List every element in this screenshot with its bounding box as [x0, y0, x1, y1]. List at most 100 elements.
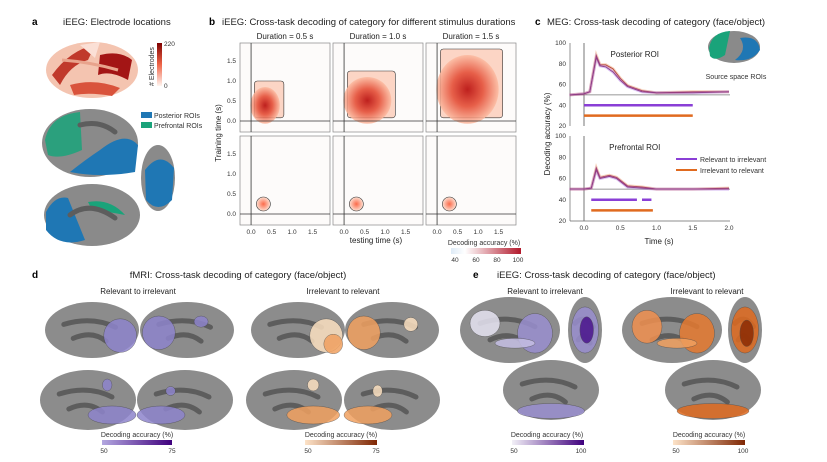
matrix-frame — [332, 135, 424, 226]
colorbar-min: 50 — [100, 448, 108, 455]
ieeg-irr-rel-medial — [665, 360, 761, 420]
activation-patch — [372, 384, 383, 398]
activation-patch — [347, 315, 381, 350]
electrode-colorbar — [157, 43, 162, 86]
ieeg-irr-rel-lateral — [622, 297, 722, 363]
y-tick-label: 1.5 — [227, 58, 236, 65]
fmri-left-colorbar — [102, 440, 172, 445]
colorbar-max: 100 — [576, 448, 587, 455]
colorbar-min: 50 — [510, 448, 518, 455]
decoding-heat — [436, 55, 499, 124]
x-tick-label: 0.0 — [433, 229, 442, 236]
y-tick-label: 80 — [559, 154, 567, 161]
panel-label-a: a — [32, 17, 38, 28]
temporal-generalization-matrices: 0.0 0.5 1.0 1.5 0.0 0.5 1.0 1.5 0.0 0.5 1.0 1.5 0.0 0… — [227, 42, 517, 236]
sulcus — [276, 332, 315, 344]
x-tick-label: 1.5 — [494, 229, 503, 236]
panel-a: a iEEG: Electrode locations 220 0 # Elec… — [32, 17, 203, 246]
fmri-left-title: Relevant to irrelevant — [100, 287, 176, 296]
panel-d: d fMRI: Cross-task decoding of category … — [32, 270, 440, 455]
ieeg-left-colorbar-label: Decoding accuracy (%) — [511, 432, 583, 439]
roi-brain-lateral — [42, 109, 138, 177]
x-tick-label: 1.5 — [308, 229, 317, 236]
fmri-left-colorbar-label: Decoding accuracy (%) — [101, 432, 173, 439]
electrode-density-brain — [46, 42, 138, 98]
activation-patch — [739, 319, 754, 347]
ieeg-rel-irr-lateral — [460, 297, 560, 363]
legend-posterior: Posterior ROIs — [154, 113, 200, 120]
cortex-surface — [503, 360, 599, 420]
series-line — [569, 168, 729, 190]
y-tick-label: 80 — [559, 61, 567, 68]
ieeg-rel-irr-medial — [503, 360, 599, 420]
y-tick-label: 60 — [559, 82, 567, 89]
heatmap-colorbar — [451, 248, 521, 254]
y-tick-label: 1.0 — [227, 171, 236, 178]
sulcus — [153, 387, 212, 400]
roi-brain-posterior — [141, 145, 175, 211]
significant-cluster — [256, 196, 271, 212]
fmri-irr-rel-right-lateral — [345, 302, 439, 358]
panel-label-c: c — [535, 17, 541, 28]
x-tick-label: 1.0 — [288, 229, 297, 236]
colorbar-min: 0 — [164, 83, 168, 90]
activation-patch — [193, 315, 209, 328]
y-tick-label: 40 — [559, 102, 567, 109]
y-tick-label: 0.5 — [227, 98, 236, 105]
y-tick-label: 0.5 — [227, 191, 236, 198]
activation-patch — [676, 403, 750, 419]
x-tick-label: 1.0 — [381, 229, 390, 236]
colorbar-max: 100 — [738, 448, 749, 455]
roi-brain-medial — [44, 184, 140, 246]
ieeg-irr-rel-posterior — [728, 297, 762, 363]
y-tick-label: 20 — [559, 218, 567, 225]
sulcus — [681, 377, 740, 390]
x-tick-label: 0.0 — [247, 229, 256, 236]
sulcus — [56, 387, 115, 400]
fmri-right-title: Irrelevant to relevant — [307, 287, 381, 296]
sulcus — [70, 332, 109, 344]
activation-patch — [517, 403, 585, 419]
panel-e-title: iEEG: Cross-task decoding of category (f… — [497, 270, 716, 281]
colorbar-min: 50 — [304, 448, 312, 455]
y-axis-label: Training time (s) — [214, 104, 223, 162]
x-axis-label: testing time (s) — [350, 236, 403, 245]
panel-label-e: e — [473, 270, 479, 281]
y-tick-label: 1.0 — [227, 78, 236, 85]
meg-x-axis-label: Time (s) — [644, 237, 673, 246]
meg-y-axis-label: Decoding accuracy (%) — [543, 92, 552, 175]
duration-label-1.0: Duration = 1.0 s — [350, 32, 407, 41]
colorbar-tick: 60 — [472, 257, 480, 264]
panel-d-title: fMRI: Cross-task decoding of category (f… — [130, 270, 346, 281]
decoding-heat — [250, 87, 280, 124]
colorbar-max: 220 — [164, 41, 175, 48]
fmri-rel-irr-right-lateral — [140, 302, 234, 358]
matrix-frame — [239, 42, 331, 133]
series-line — [569, 56, 730, 96]
roi-title: Posterior ROI — [611, 50, 659, 59]
panel-b: b iEEG: Cross-task decoding of category … — [209, 17, 524, 264]
y-tick-label: 20 — [559, 123, 567, 130]
ieeg-left-colorbar — [512, 440, 584, 445]
y-tick-label: 0.0 — [227, 118, 236, 125]
fmri-rel-irr-left-lateral — [45, 302, 139, 358]
fmri-brain-maps — [40, 302, 440, 430]
source-space-label: Source space ROIs — [706, 74, 767, 81]
x-tick-label: 0.5 — [360, 229, 369, 236]
activation-patch — [579, 316, 594, 344]
ieeg-right-colorbar-label: Decoding accuracy (%) — [673, 432, 745, 439]
meg-legend: Relevant to irrelevant Irrelevant to rel… — [676, 157, 766, 175]
legend-irr-rel: Irrelevant to relevant — [700, 168, 764, 175]
activation-patch — [469, 309, 501, 337]
fmri-irr-rel-right-medial — [343, 370, 440, 430]
x-tick-label: 0.0 — [340, 229, 349, 236]
panel-b-title: iEEG: Cross-task decoding of category fo… — [222, 17, 516, 28]
activation-patch — [136, 405, 186, 425]
x-tick-label: 1.5 — [688, 225, 697, 232]
meg-decoding-plots: 20 40 60 80 100 Posterior ROI 20 40 60 80 100 Prefr… — [555, 40, 734, 232]
ieeg-right-colorbar — [673, 440, 745, 445]
ieeg-right-title: Irrelevant to relevant — [671, 287, 745, 296]
x-tick-label: 0.5 — [616, 225, 625, 232]
activation-patch — [323, 334, 343, 355]
ieeg-rel-irr-posterior — [568, 297, 602, 363]
